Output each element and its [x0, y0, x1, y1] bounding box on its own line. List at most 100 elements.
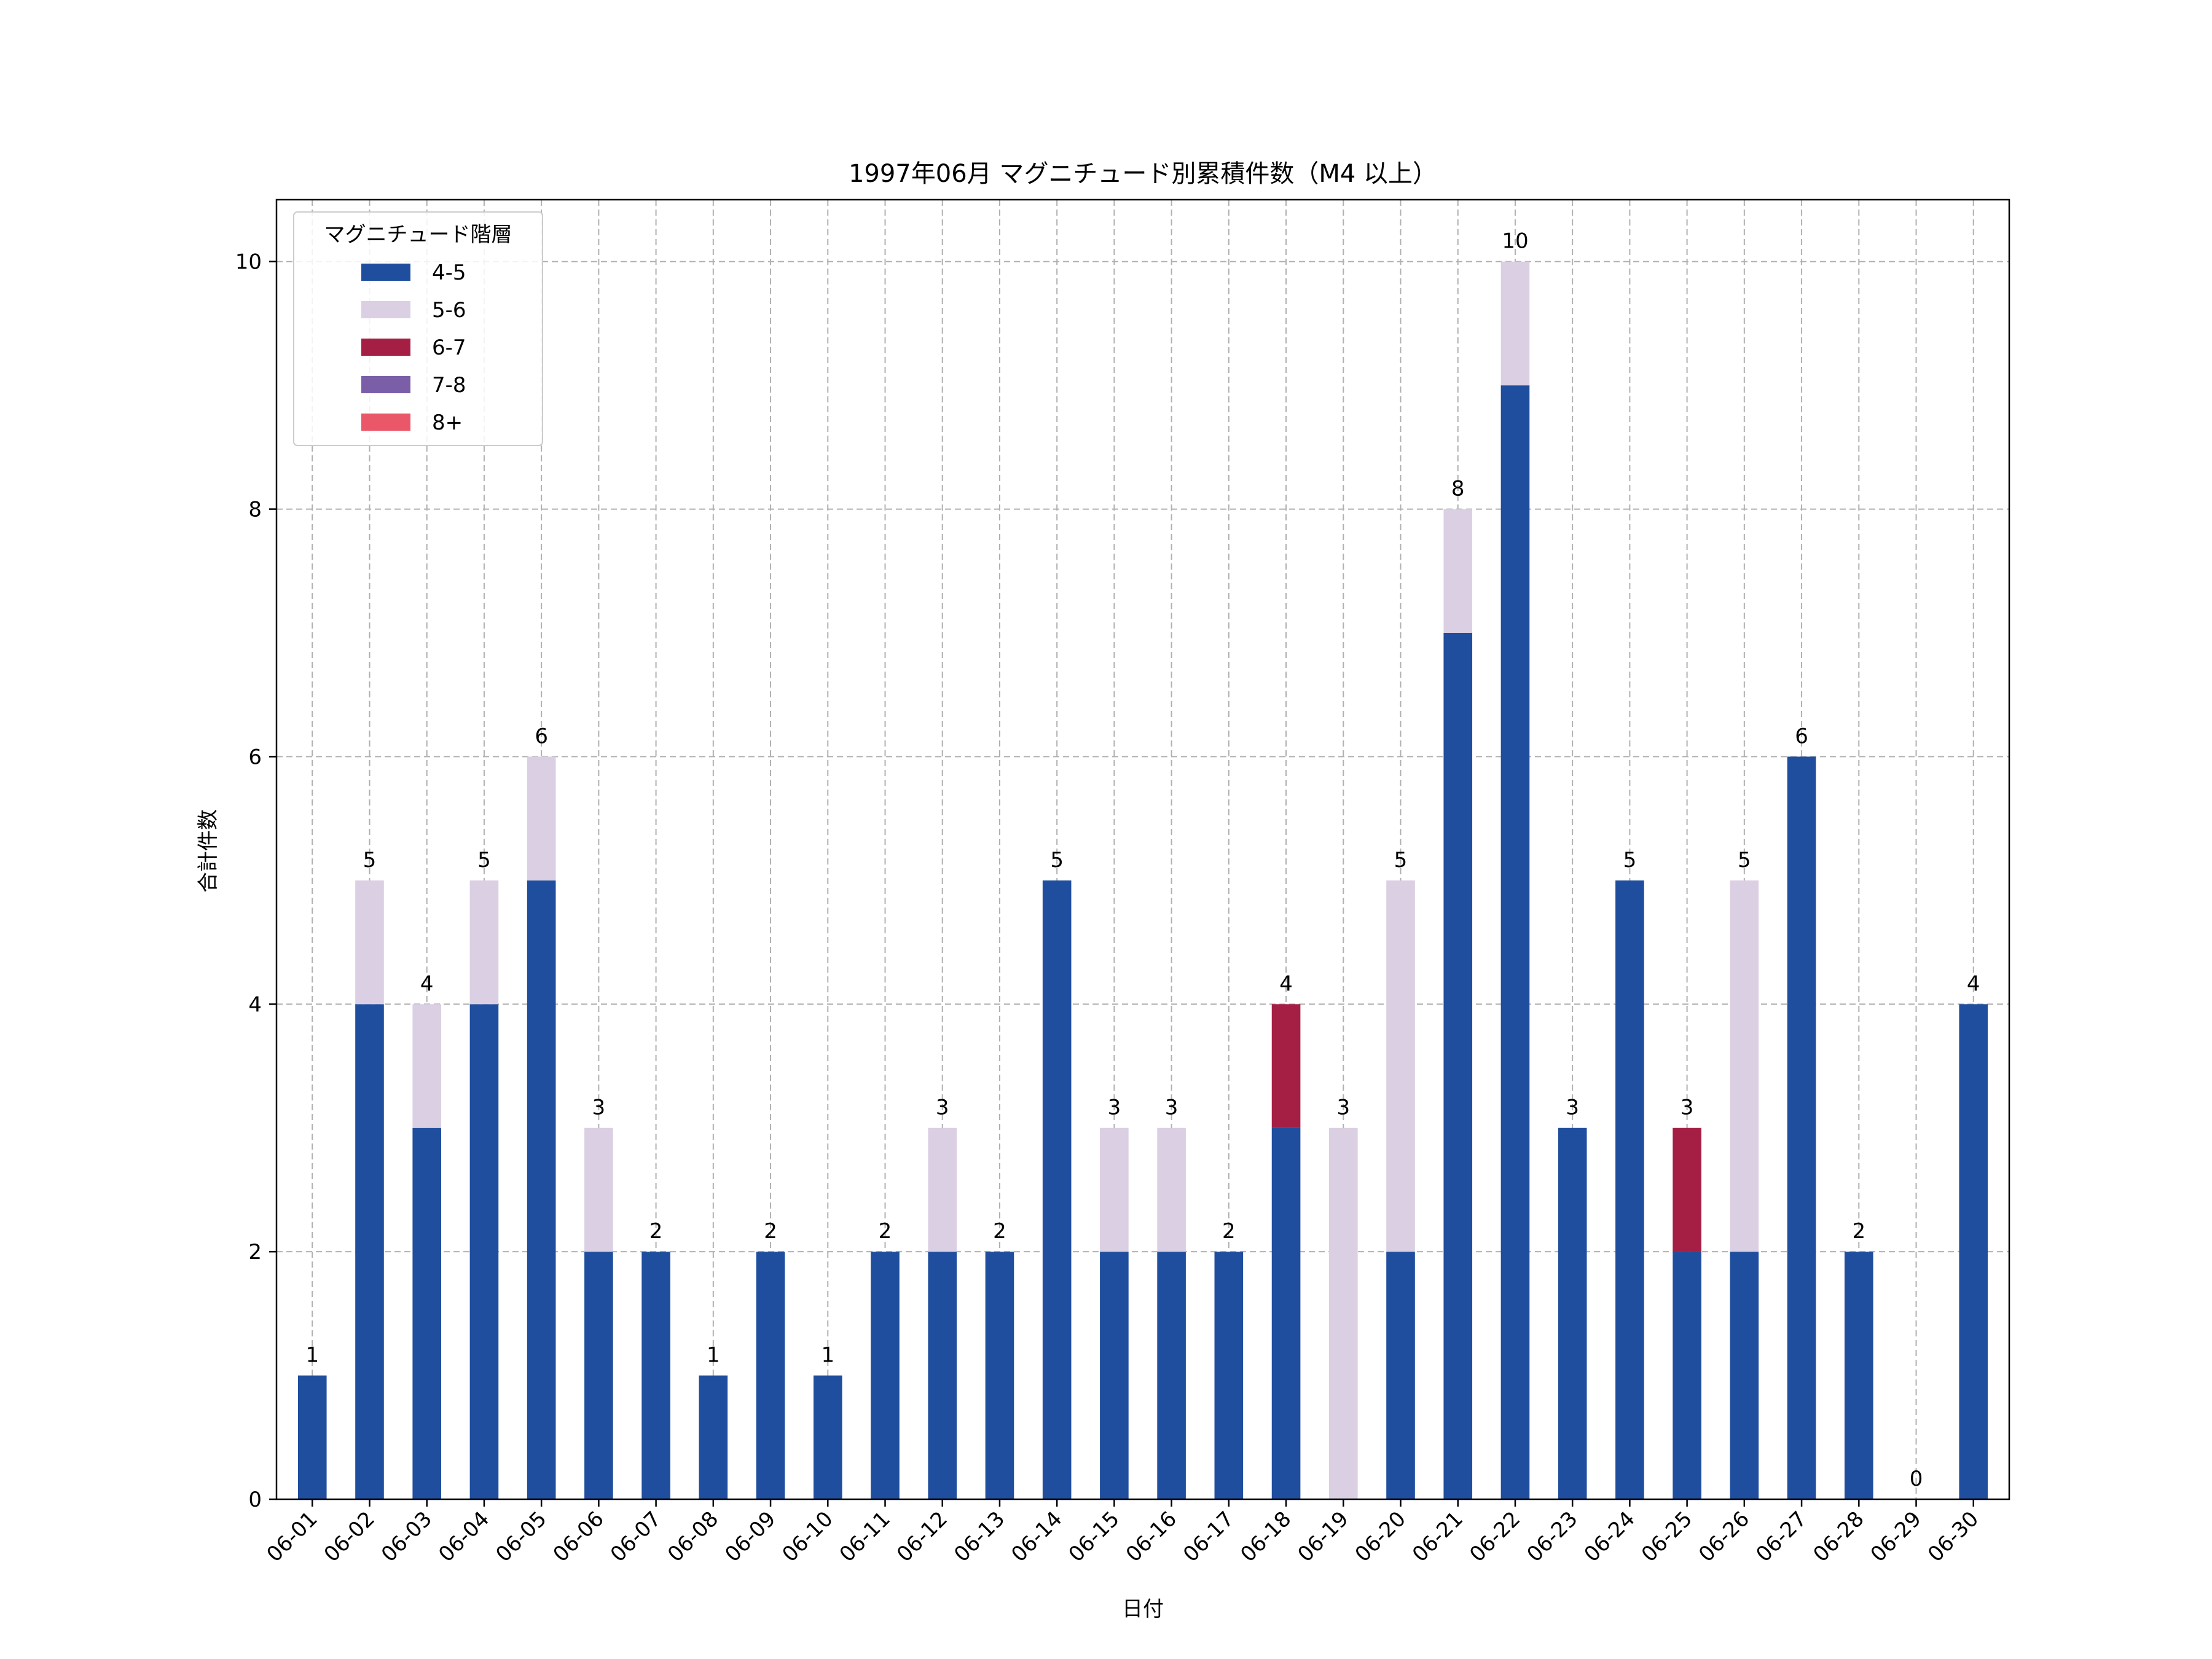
y-tick-label: 10 — [235, 250, 262, 275]
x-axis-label: 日付 — [1122, 1597, 1164, 1622]
x-tick-label: 06-17 — [1179, 1507, 1239, 1567]
x-tick-label: 06-19 — [1293, 1507, 1354, 1567]
x-tick-label: 06-12 — [892, 1507, 952, 1567]
x-tick-label: 06-16 — [1121, 1507, 1182, 1567]
bar-total-label: 0 — [1910, 1467, 1923, 1491]
legend-box — [293, 211, 543, 446]
bar-segment — [469, 880, 499, 1005]
bar-total-label: 5 — [477, 848, 491, 873]
bar-segment — [1673, 1252, 1701, 1499]
bar-segment — [1271, 1004, 1301, 1128]
x-tick-label: 06-26 — [1694, 1507, 1754, 1567]
x-tick-label: 06-01 — [262, 1507, 322, 1567]
bar-total-label: 3 — [1566, 1096, 1579, 1120]
bar-segment — [1157, 1252, 1186, 1499]
bar-total-label: 4 — [1279, 971, 1293, 996]
x-tick-label: 06-22 — [1465, 1507, 1525, 1567]
legend-swatch — [361, 414, 410, 431]
bar-segment — [1328, 1128, 1358, 1499]
bar-segment — [297, 1375, 327, 1499]
bar-total-label: 10 — [1502, 229, 1528, 254]
bar-segment — [1730, 1252, 1759, 1499]
bar-segment — [756, 1252, 785, 1499]
bar-segment — [1500, 385, 1530, 1500]
bar-segment — [1214, 1252, 1244, 1499]
x-tick-label: 06-28 — [1809, 1507, 1869, 1567]
bar-total-label: 5 — [1050, 848, 1064, 873]
legend-title: マグニチュード階層 — [324, 222, 512, 247]
x-tick-label: 06-23 — [1522, 1507, 1582, 1567]
y-tick-label: 2 — [248, 1240, 262, 1265]
legend-swatch — [361, 339, 410, 356]
bar-segment — [1386, 880, 1415, 1252]
bar-total-label: 8 — [1451, 477, 1465, 501]
x-tick-label: 06-03 — [377, 1507, 437, 1567]
x-tick-label: 06-05 — [491, 1507, 551, 1567]
y-tick-label: 4 — [248, 992, 262, 1017]
bar-total-label: 2 — [1852, 1219, 1865, 1244]
bar-segment — [1730, 880, 1759, 1252]
y-tick-label: 8 — [248, 498, 262, 522]
bar-total-label: 1 — [821, 1343, 834, 1368]
bar-labels-layer: 1 5 4 5 6 3 2 1 2 1 2 3 2 5 3 3 2 4 3 5 8 10 3 5 3 5 6 2 0 4 — [305, 229, 1980, 1491]
legend-entry: 8+ — [432, 410, 463, 435]
x-tick-label: 06-13 — [949, 1507, 1010, 1567]
chart-title: 1997年06月 マグニチュード別累積件数（M4 以上） — [849, 160, 1437, 188]
bar-total-label: 1 — [305, 1343, 319, 1368]
bar-total-label: 3 — [1165, 1096, 1179, 1120]
bar-segment — [412, 1004, 442, 1128]
bar-segment — [1673, 1128, 1701, 1252]
x-tick-label: 06-18 — [1236, 1507, 1296, 1567]
legend-entry: 4-5 — [432, 261, 466, 285]
bar-segment — [1042, 880, 1072, 1499]
bar-segment — [1100, 1252, 1129, 1499]
bar-total-label: 6 — [1795, 724, 1808, 748]
legend-entry: 5-6 — [432, 298, 466, 323]
bar-segment — [584, 1128, 613, 1252]
bar-total-label: 3 — [592, 1096, 606, 1120]
bar-total-label: 3 — [936, 1096, 949, 1120]
x-tick-label: 06-30 — [1923, 1507, 1983, 1567]
x-tick-label: 06-07 — [606, 1507, 666, 1567]
bar-segment — [1443, 509, 1473, 633]
bar-segment — [1787, 756, 1816, 1499]
y-tick-label: 0 — [248, 1488, 262, 1512]
bar-segment — [1500, 261, 1530, 386]
bar-segment — [355, 880, 384, 1005]
bar-total-label: 2 — [879, 1219, 892, 1244]
bar-segment — [641, 1252, 670, 1499]
bar-total-label: 5 — [1394, 848, 1408, 873]
bar-total-label: 5 — [1623, 848, 1637, 873]
bar-segment — [1100, 1128, 1129, 1252]
bar-total-label: 5 — [1738, 848, 1751, 873]
y-tick-label: 6 — [248, 745, 262, 769]
legend: マグニチュード階層 4-5 5-6 6-7 7-8 8+ — [293, 211, 543, 446]
bar-segment — [1844, 1252, 1873, 1499]
bar-segment — [985, 1252, 1014, 1499]
bar-total-label: 2 — [993, 1219, 1006, 1244]
bar-segment — [1271, 1128, 1301, 1499]
bar-total-label: 2 — [1222, 1219, 1236, 1244]
bar-total-label: 6 — [535, 724, 548, 748]
x-tick-label: 06-15 — [1064, 1507, 1124, 1567]
bar-segment — [928, 1252, 957, 1499]
bar-segment — [1157, 1128, 1186, 1252]
x-tick-label: 06-21 — [1408, 1507, 1468, 1567]
bar-segment — [1386, 1252, 1415, 1499]
bar-total-label: 4 — [1967, 971, 1980, 996]
x-tick-label: 06-06 — [549, 1507, 609, 1567]
bar-segment — [1443, 633, 1473, 1499]
x-tick-label: 06-09 — [720, 1507, 780, 1567]
bar-segment — [1959, 1004, 1988, 1499]
x-tick-label: 06-02 — [320, 1507, 380, 1567]
x-tick-label: 06-27 — [1751, 1507, 1811, 1567]
bar-total-label: 4 — [420, 971, 434, 996]
bar-total-label: 5 — [363, 848, 377, 873]
bar-total-label: 1 — [707, 1343, 720, 1368]
legend-swatch — [361, 301, 410, 318]
legend-entry: 6-7 — [432, 335, 466, 360]
x-tick-label: 06-29 — [1866, 1507, 1926, 1567]
bar-segment — [871, 1252, 900, 1499]
x-tick-label: 06-24 — [1580, 1507, 1640, 1567]
x-tick-label: 06-11 — [835, 1507, 895, 1567]
